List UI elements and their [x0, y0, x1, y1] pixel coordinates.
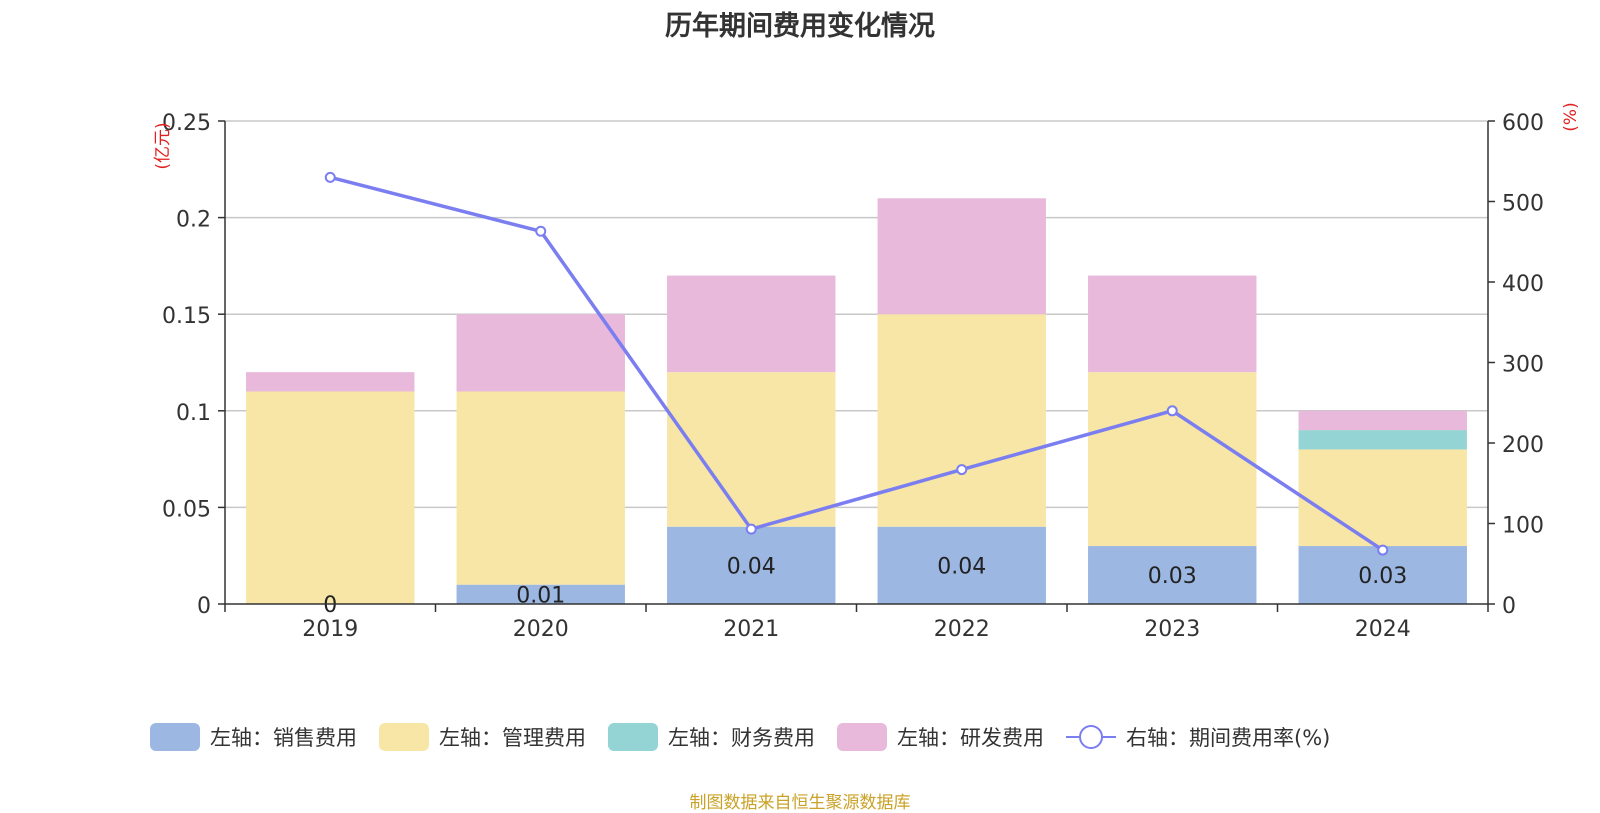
rate-point — [324, 171, 336, 183]
bar-rd — [456, 314, 625, 392]
rate-point — [1166, 405, 1178, 417]
y-right-tick-label: 100 — [1502, 514, 1544, 539]
x-tick-label: 2020 — [513, 617, 569, 642]
y-left-tick-label: 0.2 — [176, 208, 211, 233]
y-right-unit-label: (%) — [1561, 102, 1581, 131]
x-tick-label: 2023 — [1144, 617, 1200, 642]
bar-admin — [667, 372, 836, 527]
bar-rd — [667, 275, 836, 373]
y-left-tick-label: 0 — [197, 594, 211, 619]
bar-sales — [1298, 546, 1467, 604]
legend-item-finance[interactable]: 左轴：财务费用 — [608, 722, 815, 752]
bar-rd — [1088, 275, 1257, 373]
x-tick-label: 2024 — [1355, 617, 1411, 642]
legend: 左轴：销售费用 左轴：管理费用 左轴：财务费用 左轴：研发费用 右轴：期间费用率… — [150, 722, 1352, 752]
y-right-tick-label: 500 — [1502, 192, 1544, 217]
bar-sales — [456, 584, 625, 604]
y-right-tick-label: 0 — [1502, 594, 1516, 619]
legend-label-rd: 左轴：研发费用 — [897, 726, 1044, 750]
bar-data-label: 0 — [323, 593, 337, 618]
bar-data-label: 0.03 — [1358, 564, 1407, 589]
bar-sales — [877, 526, 1046, 604]
legend-swatch-rd — [837, 723, 887, 751]
bar-admin — [456, 391, 625, 585]
legend-swatch-admin — [379, 723, 429, 751]
y-right-tick-label: 300 — [1502, 353, 1544, 378]
source-note: 制图数据来自恒生聚源数据库 — [689, 793, 911, 813]
legend-label-sales: 左轴：销售费用 — [210, 726, 357, 750]
legend-label-admin: 左轴：管理费用 — [439, 726, 586, 750]
rate-point — [956, 464, 968, 476]
rate-point — [745, 523, 757, 535]
bar-data-label: 0.04 — [937, 554, 986, 579]
legend-item-sales[interactable]: 左轴：销售费用 — [150, 722, 357, 752]
legend-item-rate[interactable]: 右轴：期间费用率(%) — [1066, 722, 1330, 752]
chart-title: 历年期间费用变化情况 — [665, 11, 935, 42]
bar-finance — [1298, 430, 1467, 450]
y-right-tick-label: 200 — [1502, 433, 1544, 458]
bar-data-label: 0.04 — [727, 554, 776, 579]
legend-label-rate: 右轴：期间费用率(%) — [1126, 726, 1331, 750]
x-tick-label: 2022 — [934, 617, 990, 642]
y-left-tick-label: 0.05 — [162, 497, 211, 522]
rate-point — [1377, 544, 1389, 556]
y-left-tick-label: 0.1 — [176, 401, 211, 426]
rate-point — [535, 225, 547, 237]
bar-rd — [1298, 410, 1467, 431]
legend-item-rd[interactable]: 左轴：研发费用 — [837, 722, 1044, 752]
y-right-tick-label: 400 — [1502, 272, 1544, 297]
y-left-tick-label: 0.25 — [162, 111, 211, 136]
bar-sales — [667, 526, 836, 604]
bar-data-label: 0.03 — [1148, 564, 1197, 589]
y-right-tick-label: 600 — [1502, 111, 1544, 136]
legend-swatch-finance — [608, 723, 658, 751]
y-left-unit-label: (亿元) — [153, 122, 173, 169]
bar-admin — [877, 314, 1046, 527]
bar-rd — [877, 198, 1046, 315]
legend-label-finance: 左轴：财务费用 — [668, 726, 815, 750]
rate-line — [329, 175, 1384, 552]
bar-admin — [1088, 372, 1257, 547]
bar-admin — [246, 391, 415, 604]
x-tick-label: 2019 — [302, 617, 358, 642]
bar-admin — [1298, 449, 1467, 547]
y-left-tick-label: 0.15 — [162, 304, 211, 329]
legend-item-admin[interactable]: 左轴：管理费用 — [379, 722, 586, 752]
x-tick-label: 2021 — [723, 617, 779, 642]
bar-rd — [246, 372, 415, 392]
legend-swatch-rate — [1066, 723, 1116, 751]
legend-swatch-sales — [150, 723, 200, 751]
bar-sales — [1088, 546, 1257, 604]
